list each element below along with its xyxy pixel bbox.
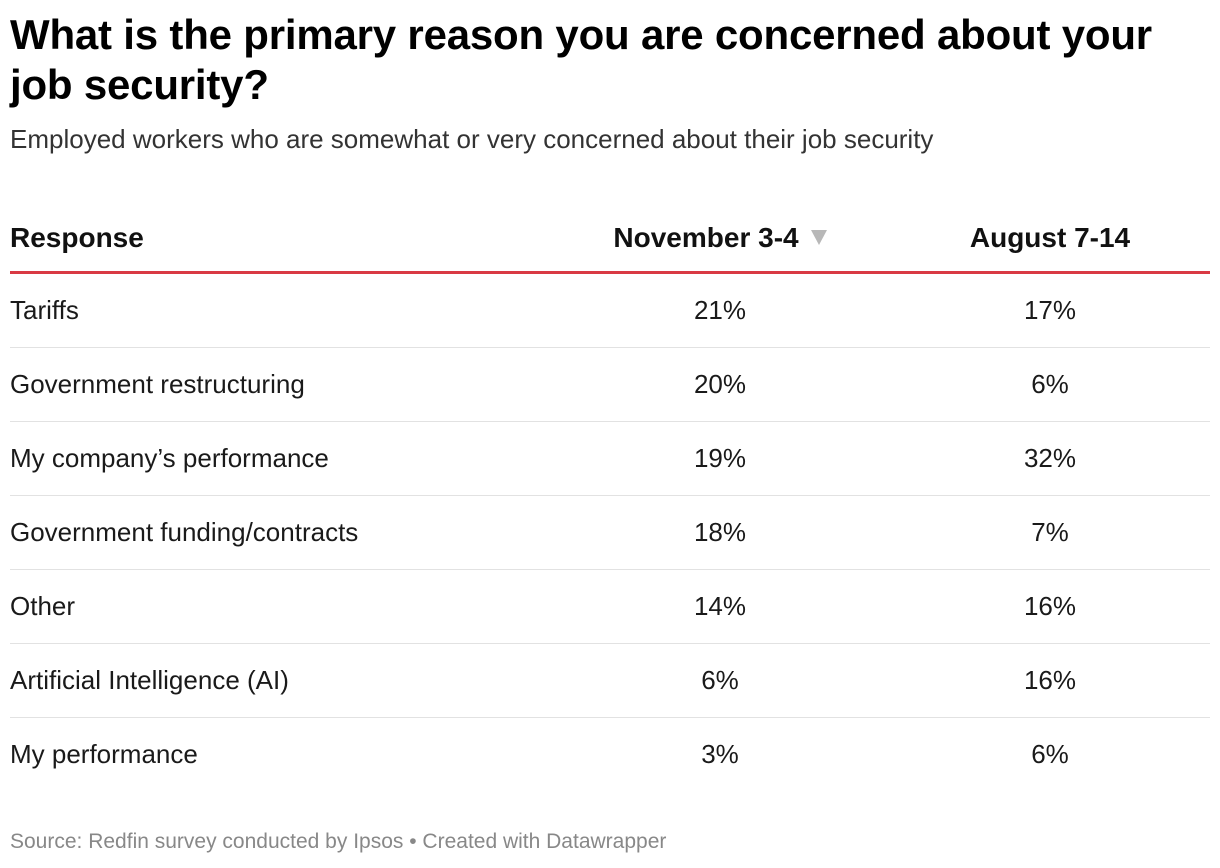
table-row: Government restructuring 20% 6% — [10, 347, 1210, 422]
data-table: Response November 3-4 August 7-14 Tariff… — [10, 204, 1210, 791]
cell-august: 6% — [890, 347, 1210, 422]
table-body: Tariffs 21% 17% Government restructuring 20%… — [10, 272, 1210, 792]
cell-november: 18% — [550, 495, 890, 570]
chart-title: What is the primary reason you are conce… — [10, 11, 1152, 108]
footer-separator: • — [403, 830, 423, 853]
table-row: Tariffs 21% 17% — [10, 272, 1210, 348]
sort-descending-icon[interactable] — [810, 229, 827, 245]
cell-response: Other — [10, 569, 550, 644]
column-header-label: November 3-4 — [613, 221, 799, 253]
column-header-response[interactable]: Response — [10, 204, 550, 274]
header-row: Response November 3-4 August 7-14 — [10, 204, 1210, 274]
cell-response: My performance — [10, 739, 198, 769]
column-header-august[interactable]: August 7-14 — [890, 204, 1210, 274]
cell-november: 20% — [550, 347, 890, 422]
column-header-november[interactable]: November 3-4 — [550, 204, 890, 274]
cell-august: 6% — [1031, 739, 1069, 769]
cell-response: My company’s performance — [10, 421, 550, 496]
chart-subtitle: Employed workers who are somewhat or ver… — [10, 124, 934, 154]
cell-august: 17% — [890, 272, 1210, 348]
column-header-label: August 7-14 — [969, 221, 1131, 253]
table-row: Government funding/contracts 18% 7% — [10, 495, 1210, 570]
table-row: My performance 3% 6% — [10, 718, 1210, 792]
footer: Source: Redfin survey conducted by Ipsos… — [10, 830, 666, 854]
cell-november: 19% — [550, 421, 890, 496]
datawrapper-credit-link[interactable]: Created with Datawrapper — [422, 830, 667, 853]
table-row: Other 14% 16% — [10, 569, 1210, 644]
table-row: My company’s performance 19% 32% — [10, 421, 1210, 496]
cell-november: 6% — [550, 643, 890, 718]
chart-container: What is the primary reason you are conce… — [10, 0, 1210, 769]
cell-response: Government funding/contracts — [10, 495, 550, 570]
cell-november: 14% — [550, 569, 890, 644]
table-row: Artificial Intelligence (AI) 6% 16% — [10, 643, 1210, 718]
source-note: Source: Redfin survey conducted by Ipsos — [10, 830, 404, 853]
column-header-label: Response — [10, 221, 144, 253]
cell-response: Artificial Intelligence (AI) — [10, 643, 550, 718]
cell-august: 32% — [890, 421, 1210, 496]
cell-november: 21% — [550, 272, 890, 348]
cell-response: Tariffs — [10, 272, 550, 348]
cell-august: 7% — [890, 495, 1210, 570]
cell-august: 16% — [890, 643, 1210, 718]
cell-august: 16% — [890, 569, 1210, 644]
cell-response: Government restructuring — [10, 347, 550, 422]
cell-november: 3% — [701, 739, 739, 769]
